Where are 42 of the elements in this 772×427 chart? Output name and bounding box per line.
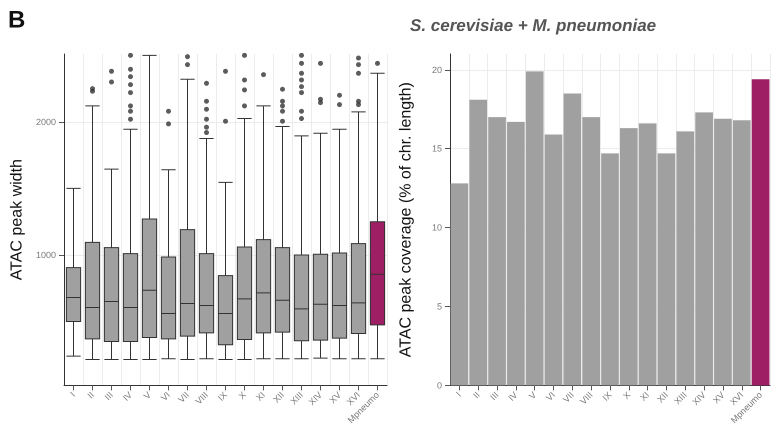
y-tick-label: 0 [436, 380, 442, 390]
y-tick-label: 1000 [36, 250, 56, 260]
x-tick-label: X [621, 390, 632, 402]
x-tick-label: II [471, 390, 482, 400]
bar [752, 79, 770, 386]
x-tick-label: V [526, 390, 538, 402]
x-tick-label: V [142, 390, 154, 402]
y-tick-label: 10 [432, 222, 442, 233]
x-tick-label: XII [655, 390, 670, 405]
x-tick-label: VI [544, 390, 558, 403]
y-axis-title: ATAC peak coverage (% of chr. length) [398, 82, 414, 358]
y-tick-label: 20 [432, 64, 442, 75]
x-tick-label: III [102, 390, 116, 402]
x-tick-label: XV [327, 390, 344, 406]
y-tick-label: 5 [436, 301, 442, 312]
x-tick-label: XIII [288, 390, 306, 406]
chart-title: S. cerevisiae + M. pneumoniae [410, 16, 656, 35]
x-tick-label: VII [561, 390, 576, 405]
x-tick-label: X [236, 390, 248, 402]
x-tick-label: XIV [306, 390, 324, 408]
x-tick-label: XI [254, 390, 268, 403]
x-tick-label: XI [638, 390, 652, 403]
x-tick-label: IX [216, 390, 230, 403]
x-tick-label: IV [120, 390, 134, 403]
x-tick-label: IV [506, 390, 520, 403]
x-tick-label: XII [271, 390, 286, 405]
x-tick-label: I [68, 390, 78, 399]
x-tick-label: VII [176, 390, 192, 405]
x-tick-label: VIII [578, 390, 595, 406]
x-tick-label: VIII [193, 390, 210, 406]
x-tick-label: XV [710, 390, 726, 406]
y-tick-label: 2000 [36, 116, 56, 127]
y-axis-title: ATAC peak width [8, 159, 26, 280]
x-tick-label: II [85, 390, 96, 400]
x-tick-label: XIV [690, 390, 708, 408]
x-tick-label: IX [600, 390, 614, 403]
y-tick-label: 15 [432, 144, 442, 154]
text: B [8, 6, 26, 34]
x-tick-label: I [454, 390, 463, 399]
x-tick-label: III [488, 390, 501, 402]
x-tick-label: XIII [672, 390, 689, 406]
x-tick-label: VI [158, 390, 172, 403]
